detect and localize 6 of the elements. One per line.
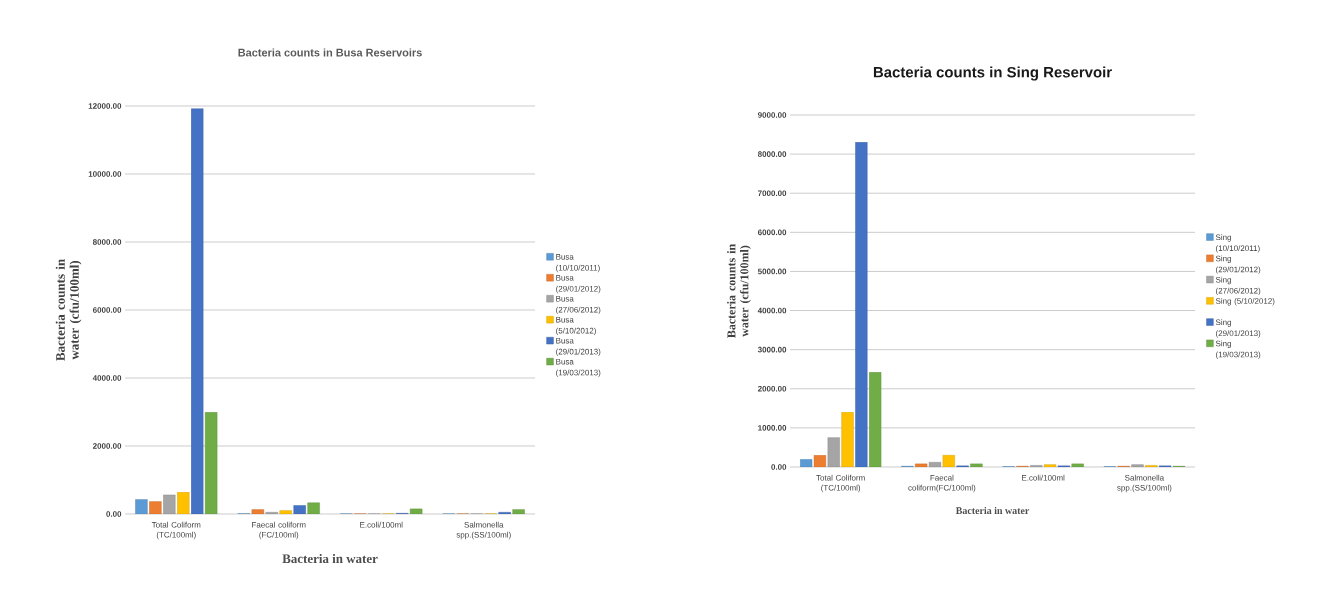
chart-title: Bacteria counts in Busa Reservoirs <box>238 48 422 57</box>
y-axis-title: Bacteria counts in water (cfu/100ml) <box>55 259 82 361</box>
chart-title: Bacteria counts in Sing Reservoir <box>873 66 1112 81</box>
y-axis-title: Bacteria counts in water (cfu/100ml) <box>727 244 751 338</box>
x-axis-title: Bacteria in water <box>282 553 378 564</box>
x-axis-title: Bacteria in water <box>955 506 1030 514</box>
